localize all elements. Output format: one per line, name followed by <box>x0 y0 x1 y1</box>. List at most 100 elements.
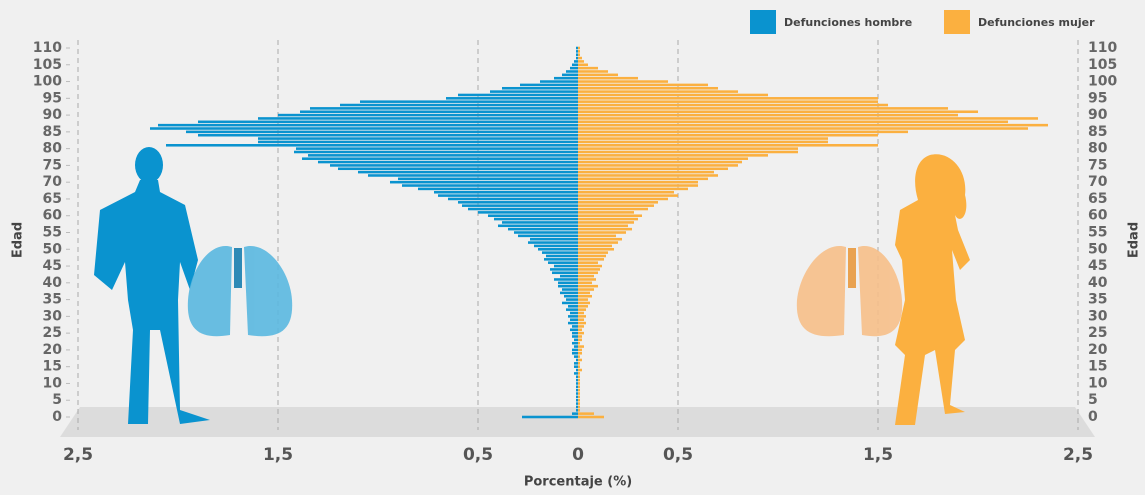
bar <box>558 281 578 285</box>
bar <box>578 402 580 405</box>
value-tick-label: 0,5 <box>463 445 493 465</box>
bar <box>502 221 578 224</box>
age-tick-label-left: 100 <box>33 74 62 90</box>
value-tick-label: 0,5 <box>663 445 693 465</box>
bar <box>572 341 578 345</box>
legend-swatch <box>750 10 776 34</box>
bar <box>576 388 578 392</box>
bar <box>360 100 578 103</box>
bar <box>434 190 578 194</box>
bar <box>514 231 578 234</box>
age-tick-label-left: 95 <box>43 90 62 106</box>
age-tick-label-right: 40 <box>1088 275 1108 291</box>
age-tick-label-left: 75 <box>43 157 62 173</box>
bar <box>570 318 578 321</box>
bar <box>578 194 678 197</box>
bar <box>572 351 578 355</box>
bar <box>578 341 580 345</box>
age-tick-label-right: 20 <box>1088 342 1108 358</box>
age-tick-label-right: 95 <box>1088 90 1107 106</box>
bar <box>578 197 668 201</box>
bar <box>508 227 578 231</box>
bar <box>578 46 580 50</box>
age-tick-label-left: 30 <box>43 308 63 324</box>
bar <box>340 103 578 107</box>
bar <box>578 103 888 107</box>
bar <box>402 184 578 187</box>
bar <box>578 378 580 382</box>
bar <box>578 375 580 379</box>
bar <box>578 110 978 114</box>
bar <box>576 358 578 362</box>
bar <box>338 167 578 171</box>
bar <box>578 382 580 385</box>
bar <box>578 261 598 264</box>
bar <box>520 83 578 87</box>
age-tick-label-right: 45 <box>1088 258 1107 274</box>
bar <box>578 311 584 315</box>
bar <box>158 123 578 127</box>
bar <box>438 194 578 197</box>
bar <box>576 398 578 402</box>
age-tick-label-right: 110 <box>1088 40 1117 56</box>
bar <box>296 147 578 150</box>
age-tick-label-left: 80 <box>43 141 63 157</box>
bar <box>578 305 588 308</box>
bar <box>458 93 578 97</box>
bar <box>578 244 612 248</box>
legend-label: Defunciones hombre <box>784 16 912 29</box>
bar <box>568 321 578 325</box>
bar <box>554 76 578 80</box>
bar <box>578 241 618 244</box>
bar <box>534 244 578 248</box>
age-tick-label-right: 35 <box>1088 292 1107 308</box>
age-tick-label-right: 80 <box>1088 141 1108 157</box>
bar <box>578 133 878 137</box>
legend-swatch <box>944 10 970 34</box>
bar <box>576 50 578 53</box>
bar <box>578 351 582 355</box>
bar <box>368 174 578 177</box>
age-tick-label-right: 105 <box>1088 57 1117 73</box>
bar <box>318 160 578 164</box>
bar <box>578 150 798 154</box>
bar <box>578 271 598 275</box>
age-tick-label-right: 50 <box>1088 241 1108 257</box>
bar <box>578 398 580 402</box>
bar <box>530 237 578 241</box>
bar <box>578 321 586 325</box>
bar <box>578 190 674 194</box>
age-tick-label-right: 10 <box>1088 375 1108 391</box>
bar <box>522 415 578 419</box>
bar <box>478 211 578 214</box>
bar <box>198 120 578 124</box>
bar <box>578 224 628 228</box>
bar <box>578 90 738 93</box>
bar <box>578 268 600 271</box>
age-tick-label-right: 5 <box>1088 392 1098 408</box>
bar <box>566 308 578 311</box>
bar <box>538 247 578 251</box>
bar <box>568 305 578 308</box>
bar <box>578 264 602 268</box>
bar <box>578 405 580 409</box>
age-tick-label-left: 110 <box>33 40 62 56</box>
bar <box>578 164 738 167</box>
bar <box>498 224 578 228</box>
bar <box>578 154 768 157</box>
bar <box>300 110 578 114</box>
value-tick-label: 1,5 <box>863 445 893 465</box>
bar <box>578 53 580 56</box>
bar <box>578 227 632 231</box>
woman-lungs <box>796 245 903 337</box>
bar <box>562 73 578 77</box>
bar <box>578 160 742 164</box>
bar <box>576 402 578 405</box>
age-tick-label-right: 25 <box>1088 325 1107 341</box>
bar <box>564 294 578 298</box>
bar <box>578 174 718 177</box>
bar <box>578 355 580 358</box>
bar <box>576 405 578 409</box>
bar <box>578 288 594 291</box>
bar <box>576 409 578 412</box>
